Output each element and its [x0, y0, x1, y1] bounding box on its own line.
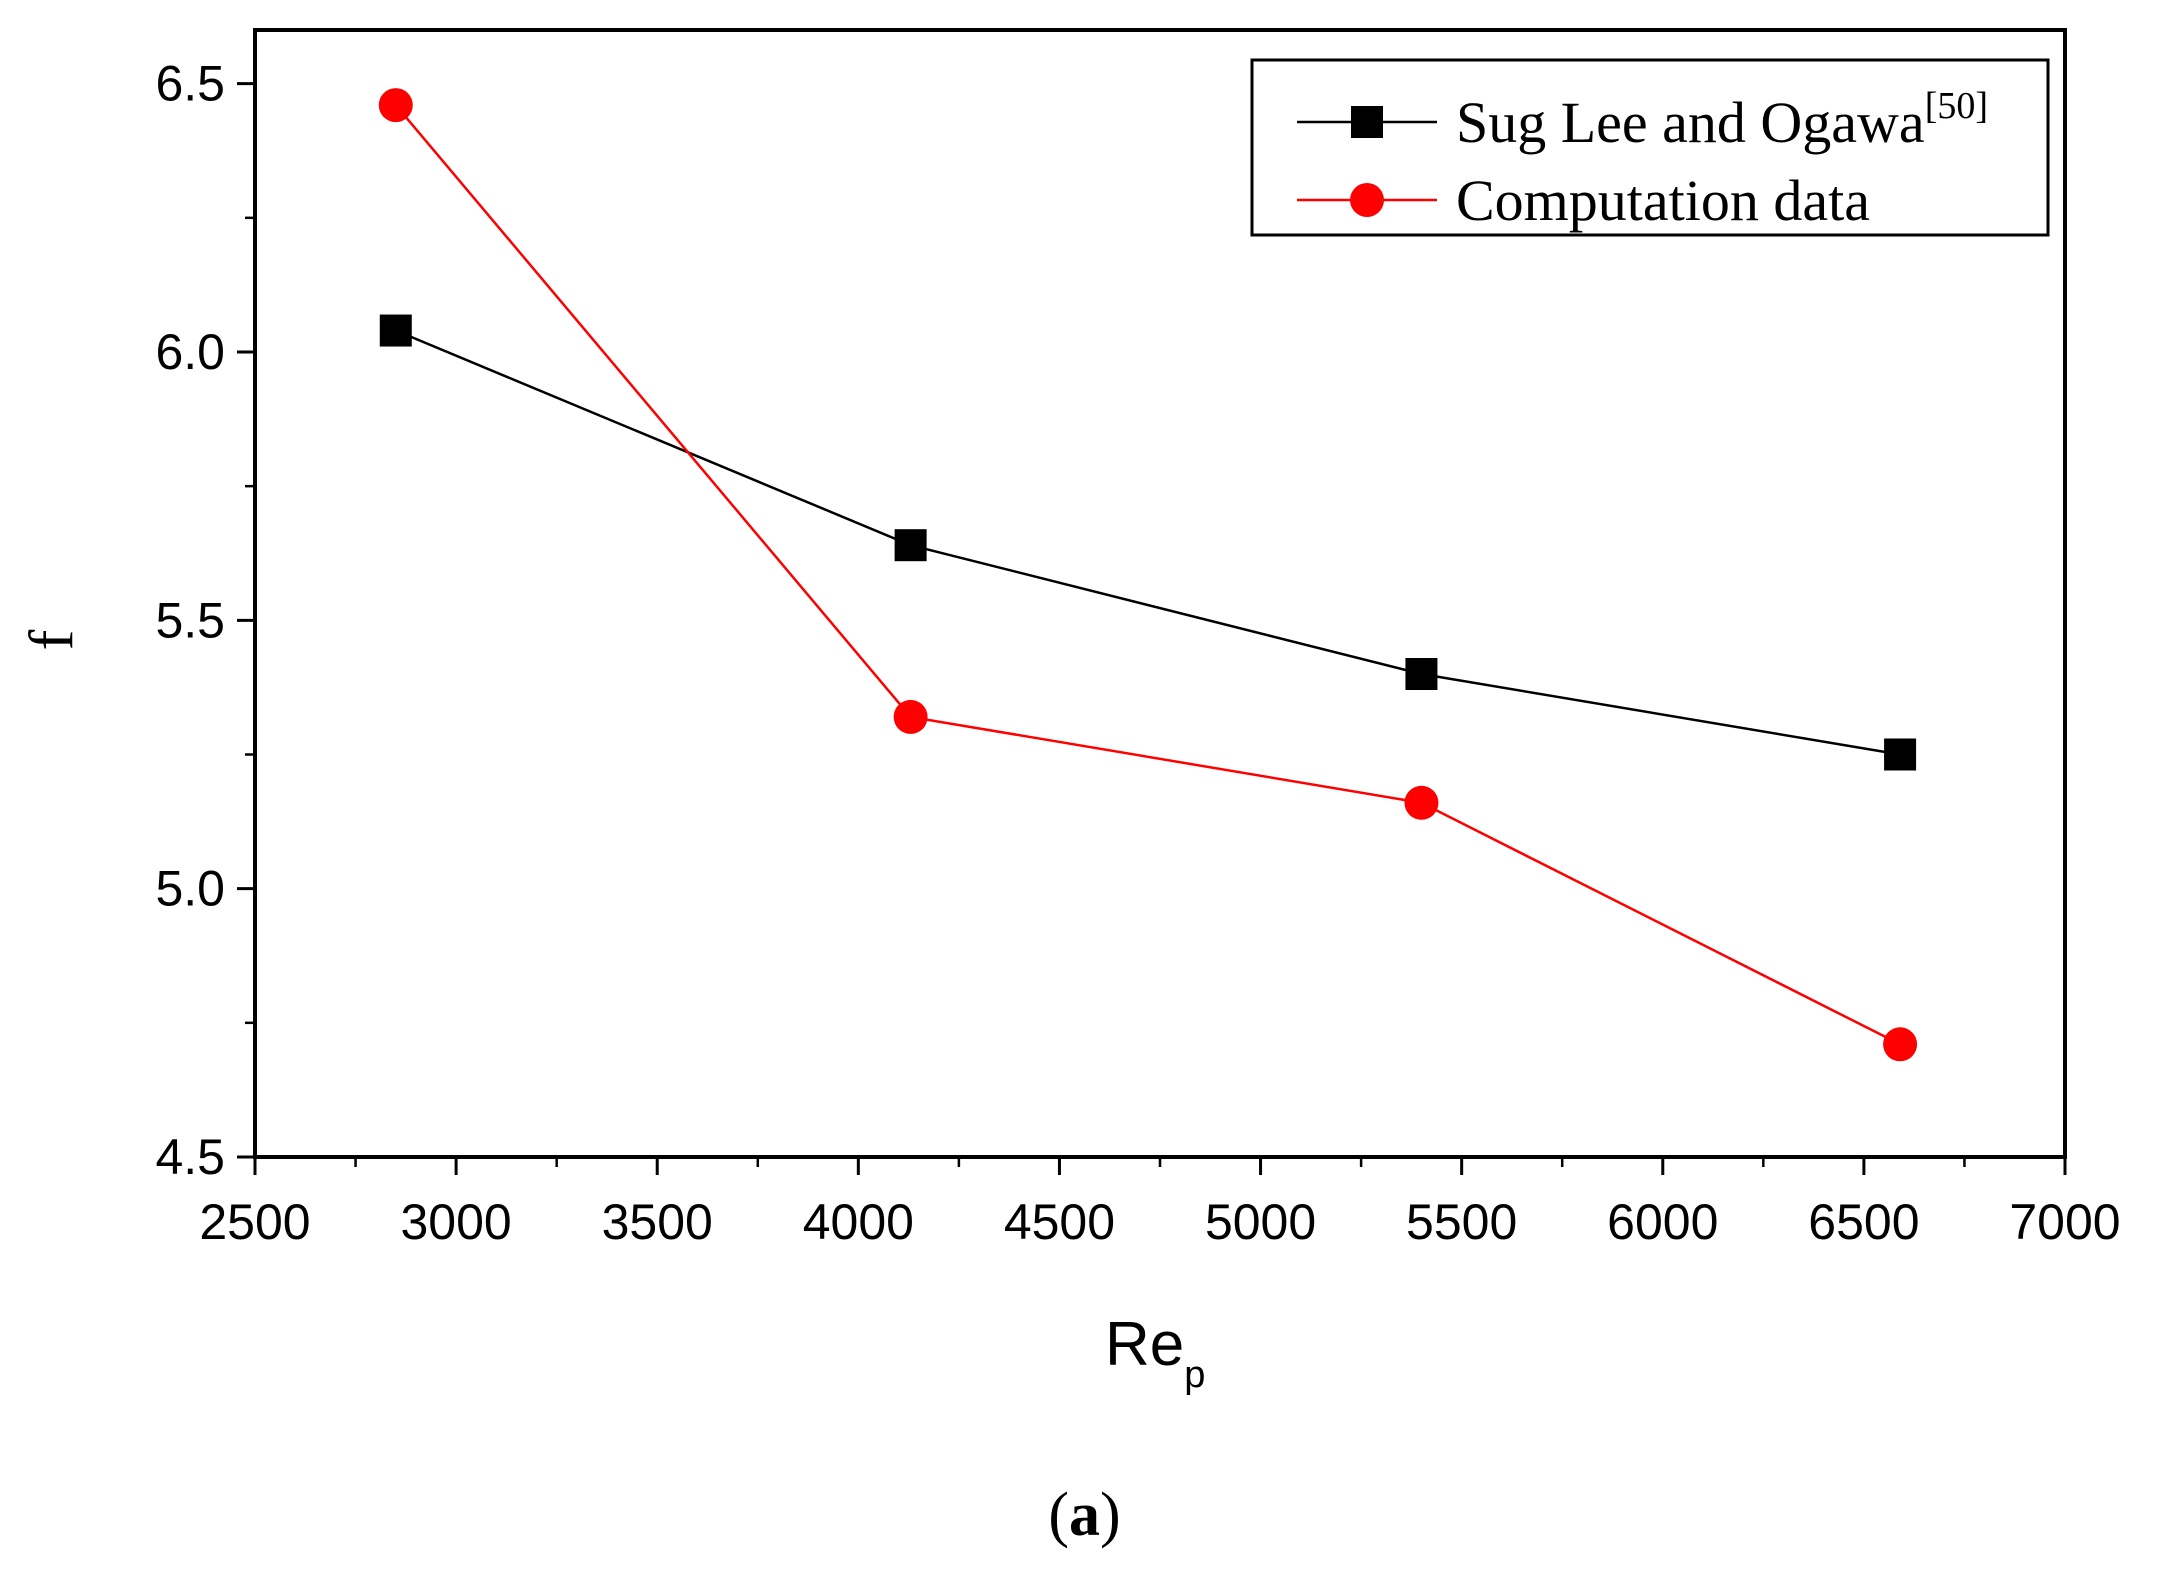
legend-marker-square-icon — [1351, 106, 1383, 138]
x-tick-label: 6500 — [1808, 1194, 1919, 1250]
x-tick-label: 3000 — [400, 1194, 511, 1250]
data-point-circle — [1883, 1027, 1918, 1062]
caption-label: a — [1069, 1481, 1100, 1549]
data-point-square — [379, 314, 412, 347]
data-point-circle — [893, 699, 928, 734]
legend-box — [1250, 58, 2050, 237]
legend-label-sug-lee: Sug Lee and Ogawa[50] — [1456, 85, 1988, 155]
y-axis-title: f — [18, 629, 86, 650]
x-tick-label: 5000 — [1205, 1194, 1316, 1250]
caption-open-paren: ( — [1048, 1481, 1069, 1549]
x-tick-label: 2500 — [199, 1194, 310, 1250]
figure-caption: (a) — [0, 1480, 2169, 1551]
caption-close-paren: ) — [1100, 1481, 1121, 1549]
x-tick-label: 3500 — [602, 1194, 713, 1250]
y-tick-label: 5.0 — [155, 861, 225, 917]
x-tick-label: 4500 — [1004, 1194, 1115, 1250]
series-markers — [378, 88, 1918, 1062]
y-tick-label: 4.5 — [155, 1129, 225, 1185]
x-axis-title-subscript: p — [1184, 1354, 1205, 1396]
axis-ticks: 2500 3000 3500 4000 4500 5000 5500 6000 6500 7000… — [155, 56, 2120, 1250]
x-axis-title: Rep — [1105, 1310, 1205, 1396]
x-tick-label: 4000 — [803, 1194, 914, 1250]
y-tick-label: 6.5 — [155, 56, 225, 112]
legend-label-sug-lee-ref: [50] — [1925, 85, 1988, 127]
x-tick-label: 7000 — [2009, 1194, 2120, 1250]
legend-label-computation: Computation data — [1456, 168, 1870, 233]
x-tick-label: 6000 — [1607, 1194, 1718, 1250]
x-tick-label: 5500 — [1406, 1194, 1517, 1250]
data-point-square — [1884, 738, 1917, 771]
data-point-square — [1405, 658, 1438, 690]
data-point-circle — [378, 88, 413, 123]
series-line-0 — [395, 329, 1901, 756]
y-tick-label: 6.0 — [155, 324, 225, 380]
legend: Sug Lee and Ogawa[50] Computation data — [1250, 58, 2050, 237]
series-line-1 — [394, 104, 1901, 1046]
y-tick-label: 5.5 — [155, 592, 225, 648]
chart: 2500 3000 3500 4000 4500 5000 5500 6000 6500 7000… — [18, 28, 2121, 1396]
series-lines — [394, 104, 1901, 1046]
legend-label-sug-lee-name: Sug Lee and Ogawa — [1456, 90, 1925, 155]
data-point-square — [894, 529, 927, 562]
x-axis-title-main: Re — [1105, 1310, 1184, 1379]
data-point-circle — [1404, 785, 1439, 820]
legend-marker-circle-icon — [1350, 183, 1384, 217]
